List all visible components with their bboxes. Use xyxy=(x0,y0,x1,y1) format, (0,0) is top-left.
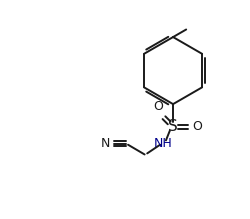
Text: NH: NH xyxy=(153,137,172,150)
Text: S: S xyxy=(168,119,177,134)
Text: O: O xyxy=(192,120,202,133)
Text: O: O xyxy=(153,100,163,113)
Text: N: N xyxy=(100,137,110,150)
